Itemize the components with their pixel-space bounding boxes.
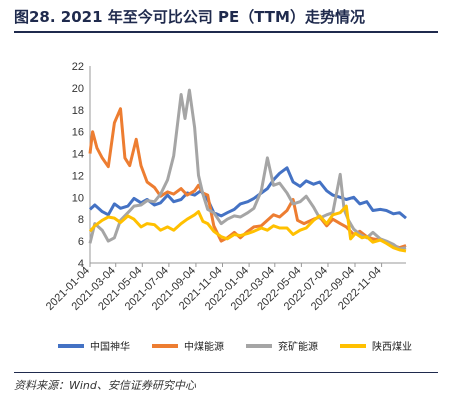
legend-label: 兖矿能源 xyxy=(278,342,318,353)
legend-swatch xyxy=(152,343,178,348)
y-tick-label: 12 xyxy=(72,170,84,182)
y-tick-label: 4 xyxy=(78,258,84,270)
legend-label: 中煤能源 xyxy=(184,342,224,353)
y-tick-label: 18 xyxy=(72,105,84,117)
legend-label: 中国神华 xyxy=(90,342,130,353)
legend-swatch xyxy=(340,343,366,348)
y-tick-label: 8 xyxy=(78,214,84,226)
legend-label: 陕西煤业 xyxy=(372,342,412,353)
legend-item: 兖矿能源 xyxy=(246,338,318,353)
source-note: 资料来源：Wind、安信证券研究中心 xyxy=(14,379,196,392)
y-axis: 4 6 8 10 12 14 16 18 20 22 xyxy=(72,61,91,270)
pe-chart: 4 6 8 10 12 14 16 18 20 22 2021-01-042021-03-0420… xyxy=(44,61,407,313)
series-line-3 xyxy=(88,88,407,251)
y-tick-label: 10 xyxy=(72,192,84,204)
figure-title: 图28. 2021 年至今可比公司 PE（TTM）走势情况 xyxy=(14,8,365,26)
title-divider xyxy=(14,31,438,33)
series-line-1 xyxy=(88,166,407,220)
y-tick-label: 6 xyxy=(78,236,84,248)
legend-item: 陕西煤业 xyxy=(340,338,412,353)
legend-swatch xyxy=(246,343,272,348)
legend-item: 中国神华 xyxy=(58,338,130,353)
legend-item: 中煤能源 xyxy=(152,338,224,353)
y-tick-label: 20 xyxy=(72,83,84,95)
legend: 中国神华 中煤能源 兖矿能源 陕西煤业 xyxy=(50,338,450,354)
y-tick-label: 16 xyxy=(72,127,84,139)
series-line-2 xyxy=(88,107,407,250)
y-tick-label: 22 xyxy=(72,61,84,73)
x-axis: 2021-01-042021-03-042021-05-042021-07-04… xyxy=(44,262,406,313)
y-tick-label: 14 xyxy=(72,149,84,161)
legend-swatch xyxy=(58,343,84,348)
series-line-4 xyxy=(88,204,407,253)
series-group xyxy=(88,88,407,253)
source-divider xyxy=(14,372,438,373)
